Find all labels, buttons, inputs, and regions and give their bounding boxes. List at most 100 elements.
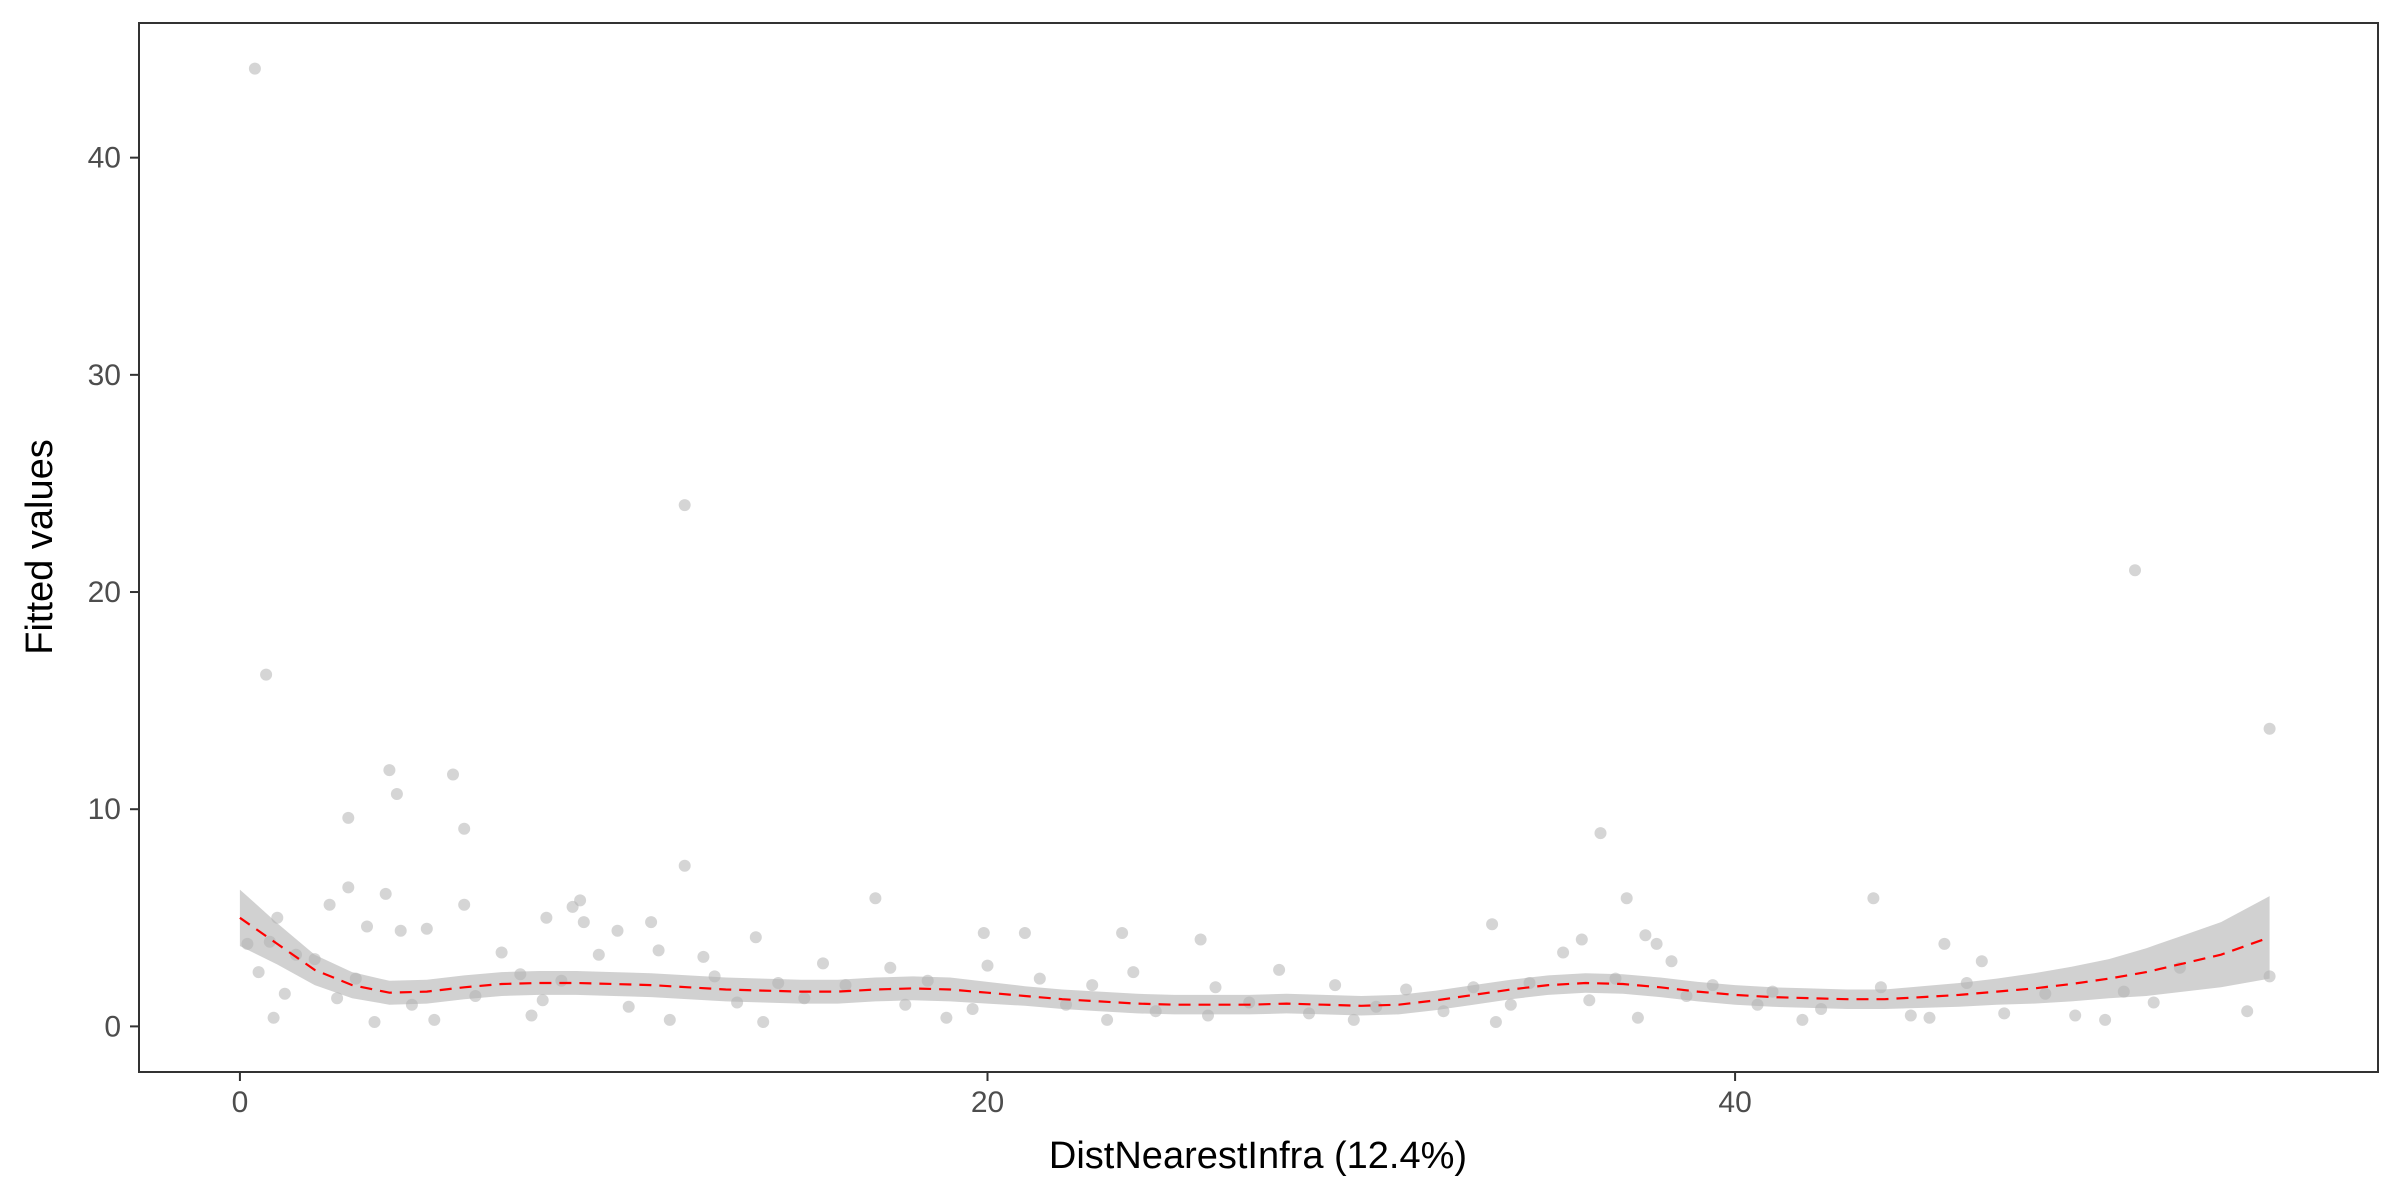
data-point — [921, 974, 934, 987]
data-point — [697, 950, 710, 963]
x-tick-label: 0 — [232, 1086, 249, 1119]
data-point — [1766, 985, 1779, 998]
data-point — [1504, 998, 1517, 1011]
confidence-band — [239, 889, 2270, 1016]
data-point — [1370, 1000, 1383, 1013]
data-point — [252, 966, 265, 979]
data-point — [592, 948, 605, 961]
data-point — [1874, 981, 1887, 994]
data-point — [1033, 972, 1046, 985]
points-layer — [241, 62, 2276, 1028]
data-point — [1904, 1009, 1917, 1022]
data-point — [869, 892, 882, 905]
data-point — [1303, 1007, 1315, 1020]
data-point — [966, 1003, 979, 1015]
data-point — [331, 992, 344, 1005]
data-point — [342, 811, 355, 824]
data-point — [1815, 1003, 1828, 1015]
data-point — [977, 927, 990, 939]
data-point — [1650, 937, 1663, 950]
data-point — [1594, 827, 1607, 840]
data-point — [1467, 981, 1480, 994]
confidence-band-layer — [239, 889, 2270, 1016]
x-tick-label: 40 — [1718, 1086, 1751, 1119]
data-point — [1923, 1011, 1936, 1024]
y-axis-title: Fitted values — [19, 439, 61, 654]
data-point — [645, 916, 658, 929]
data-point — [1060, 998, 1072, 1011]
data-point — [495, 946, 508, 959]
data-point — [1116, 927, 1129, 939]
data-point — [757, 1016, 770, 1028]
data-point — [1209, 981, 1222, 994]
data-point — [2129, 564, 2141, 577]
data-point — [260, 668, 273, 681]
data-point — [383, 764, 396, 777]
data-point — [798, 992, 811, 1005]
data-point — [2263, 970, 2276, 983]
data-point — [271, 911, 284, 924]
data-point — [267, 1011, 280, 1024]
data-point — [394, 924, 407, 937]
data-point — [1680, 990, 1693, 1002]
data-point — [1867, 892, 1880, 905]
data-point — [708, 970, 721, 983]
smooth-line-layer — [239, 916, 2270, 1007]
data-point — [1557, 946, 1570, 959]
data-point — [420, 922, 433, 935]
y-tick-label: 20 — [88, 576, 121, 609]
data-point — [2241, 1005, 2254, 1018]
data-point — [1706, 979, 1719, 992]
data-point — [1086, 979, 1099, 992]
data-point — [566, 900, 579, 913]
data-point — [278, 987, 291, 1000]
y-tick-label: 0 — [104, 1010, 121, 1043]
data-point — [940, 1011, 953, 1024]
data-point — [1101, 1013, 1114, 1026]
data-point — [2147, 996, 2160, 1009]
data-point — [1486, 918, 1499, 931]
data-point — [1975, 955, 1988, 968]
data-point — [342, 881, 355, 894]
data-point — [1938, 937, 1951, 950]
data-point — [405, 998, 418, 1011]
data-point — [817, 957, 829, 970]
smooth-line — [239, 916, 2270, 1007]
data-point — [1243, 996, 1256, 1009]
data-point — [1583, 994, 1596, 1007]
data-point — [839, 979, 852, 992]
data-point — [458, 822, 471, 835]
data-point — [458, 898, 471, 911]
data-point — [536, 994, 549, 1007]
data-point — [555, 974, 568, 987]
data-point — [884, 961, 897, 974]
data-point — [308, 953, 321, 966]
data-point — [1998, 1007, 2011, 1020]
data-point — [1437, 1005, 1450, 1018]
data-point — [1127, 966, 1140, 979]
data-point — [1620, 892, 1633, 905]
y-axis-ticks: 0 10 20 30 40 — [88, 142, 139, 1043]
data-point — [514, 968, 527, 981]
data-point — [1489, 1016, 1502, 1028]
data-point — [772, 977, 785, 989]
data-point — [323, 898, 336, 911]
data-point — [899, 998, 912, 1011]
data-point — [1347, 1013, 1360, 1026]
data-point — [622, 1000, 635, 1013]
data-point — [1796, 1013, 1809, 1026]
data-point — [248, 62, 261, 75]
data-point — [2117, 985, 2130, 998]
data-point — [2069, 1009, 2082, 1022]
data-point — [1960, 977, 1973, 989]
data-point — [678, 499, 691, 512]
data-point — [1665, 955, 1678, 968]
data-point — [678, 859, 691, 872]
data-point — [1639, 929, 1652, 942]
data-point — [349, 972, 362, 985]
data-point — [731, 996, 744, 1009]
x-axis-ticks: 0 20 40 — [232, 1072, 1752, 1119]
data-point — [1273, 963, 1286, 976]
